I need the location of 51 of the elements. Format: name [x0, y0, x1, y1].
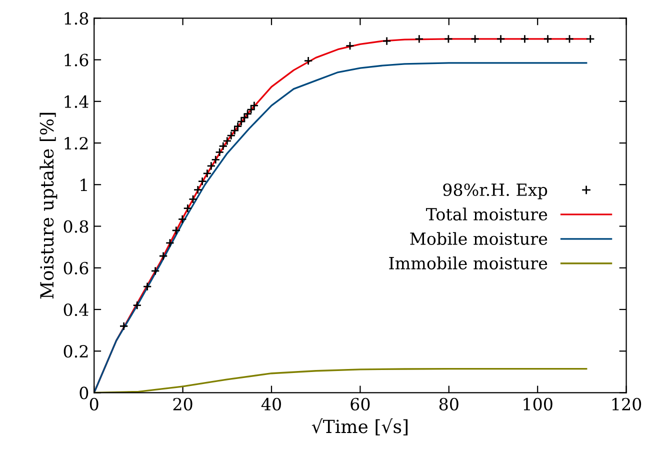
- y-tick-label: 0.4: [64, 303, 88, 316]
- x-tick-label: 100: [524, 398, 552, 410]
- point: [470, 34, 480, 44]
- point: [193, 185, 202, 194]
- y-tick-label: 1: [80, 178, 87, 191]
- x-tick-label: 40: [261, 398, 281, 410]
- point: [382, 36, 392, 46]
- point: [240, 113, 249, 122]
- x-tick-label: 80: [439, 398, 458, 410]
- point: [496, 34, 506, 44]
- point: [178, 214, 187, 224]
- x-axis-title: √Time [√s]: [312, 418, 408, 436]
- y-tick-label: 1.8: [64, 12, 88, 25]
- point: [250, 101, 259, 110]
- x-tick-label: 60: [350, 398, 370, 410]
- point: [565, 34, 574, 44]
- y-tick-label: 0.2: [64, 345, 88, 358]
- point: [414, 34, 424, 44]
- point: [304, 56, 313, 66]
- x-tick-label: 20: [173, 398, 192, 410]
- point: [158, 252, 168, 260]
- point: [345, 41, 354, 50]
- legend-label: Total moisture: [426, 208, 548, 221]
- y-tick-label: 0: [80, 386, 88, 400]
- point: [132, 300, 142, 310]
- point: [520, 34, 530, 44]
- y-tick-label: 1.4: [64, 95, 88, 108]
- point: [543, 34, 552, 44]
- point: [165, 238, 174, 248]
- point: [586, 34, 595, 44]
- point: [172, 226, 181, 235]
- y-axis-title: Moisture uptake [%]: [40, 112, 58, 299]
- legend-label: 98%r.H. Exp: [443, 183, 548, 200]
- y-tick-label: 0.6: [64, 262, 88, 274]
- point: [198, 176, 207, 186]
- y-tick-label: 1.6: [64, 54, 88, 66]
- y-tick-label: 0.8: [64, 220, 88, 233]
- point: [202, 168, 212, 178]
- x-tick-label: 120: [612, 398, 642, 410]
- legend-label: Mobile moisture: [410, 232, 548, 245]
- point: [119, 322, 128, 331]
- point: [188, 194, 198, 204]
- y-tick-label: 1.2: [64, 136, 88, 150]
- point: [246, 105, 256, 114]
- legend-label: Immobile moisture: [389, 256, 548, 270]
- point: [142, 282, 152, 292]
- point: [150, 266, 160, 276]
- point: [183, 204, 192, 213]
- point: [243, 109, 252, 118]
- point: [444, 34, 453, 44]
- x-tick-label: 0: [90, 398, 98, 410]
